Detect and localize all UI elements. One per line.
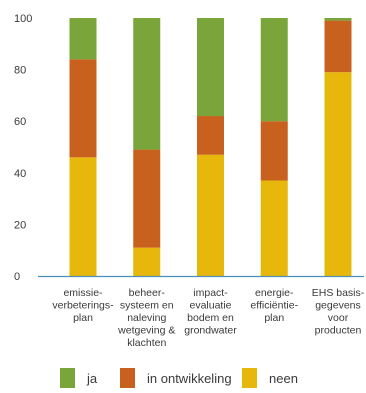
bar-segment-in-ontwikkeling	[324, 20, 352, 73]
x-tick-label-line: impact-	[193, 287, 228, 299]
x-tick-label: EHS basis-gegevens voor producten	[312, 287, 365, 337]
x-tick-label: impact-evaluatie bodem en grondwater	[184, 287, 237, 337]
bar-segment-neen	[69, 157, 97, 276]
bar-segment-in-ontwikkeling	[260, 121, 288, 181]
x-tick-label-line: beheer-	[129, 287, 166, 299]
x-tick-label-line: evaluatie	[189, 300, 231, 312]
legend-swatch	[120, 368, 135, 388]
bar-segment-neen	[133, 247, 161, 276]
x-tick-label-line: grondwater	[184, 325, 237, 337]
x-tick-label: beheer-systeem en naleving wetgeving & klac…	[117, 287, 175, 349]
x-tick-label-line: klachten	[127, 337, 166, 349]
x-tick-label-line: emissie-	[63, 287, 103, 299]
x-tick-label-line: efficiëntie-	[250, 300, 298, 312]
x-tick-label-line: verbeterings-	[52, 300, 114, 312]
bar-segment-ja	[260, 18, 288, 122]
legend-label: ja	[87, 370, 98, 386]
bar-segment-neen	[260, 180, 288, 276]
x-tick-label-line: gegevens	[315, 300, 361, 312]
x-axis-labels: emissie-verbeterings-planbeheer-systeem …	[52, 287, 364, 349]
x-tick-label-line: producten	[315, 325, 362, 337]
legend-item-neen: neen	[242, 367, 298, 389]
legend-swatch	[242, 368, 257, 388]
x-tick-label-line: plan	[264, 312, 284, 324]
y-axis-ticks: 0 20 40 60 80 100	[14, 13, 32, 283]
y-tick-label: 20	[14, 219, 26, 231]
bar-area	[69, 18, 352, 277]
y-tick-label: 60	[14, 116, 26, 128]
x-tick-label-line: wetgeving &	[117, 325, 175, 337]
legend: ja in ontwikkeling neen	[60, 367, 360, 389]
bar-segment-ja	[69, 18, 97, 60]
legend-item-in-ontwikkeling: in ontwikkeling	[120, 367, 232, 389]
x-tick-label-line: voor	[328, 312, 349, 324]
x-tick-label-line: naleving	[127, 312, 166, 324]
y-tick-label: 40	[14, 168, 26, 180]
bar-segment-in-ontwikkeling	[197, 116, 224, 155]
x-tick-label: energie-efficiëntie-plan	[250, 287, 298, 324]
x-tick-label-line: plan	[73, 312, 93, 324]
bar-segment-in-ontwikkeling	[133, 149, 161, 248]
x-tick-label-line: EHS basis-	[312, 287, 365, 299]
x-tick-label-line: energie-	[255, 287, 294, 299]
y-tick-label: 80	[14, 65, 26, 77]
x-tick-label-line: bodem en	[187, 312, 234, 324]
bar-segment-ja	[197, 18, 224, 117]
bar-segment-ja	[324, 18, 352, 21]
bar-segment-neen	[197, 154, 224, 276]
bar-segment-ja	[133, 18, 161, 150]
legend-label: neen	[269, 370, 298, 386]
legend-item-ja: ja	[60, 367, 97, 389]
legend-swatch	[60, 368, 75, 388]
bar-segment-in-ontwikkeling	[69, 59, 97, 158]
x-tick-label-line: systeem en	[120, 300, 174, 312]
bar-segment-neen	[324, 72, 352, 277]
y-tick-label: 0	[14, 271, 20, 283]
y-tick-label: 100	[14, 13, 32, 25]
x-tick-label: emissie-verbeterings-plan	[52, 287, 114, 324]
legend-label: in ontwikkeling	[147, 370, 232, 386]
